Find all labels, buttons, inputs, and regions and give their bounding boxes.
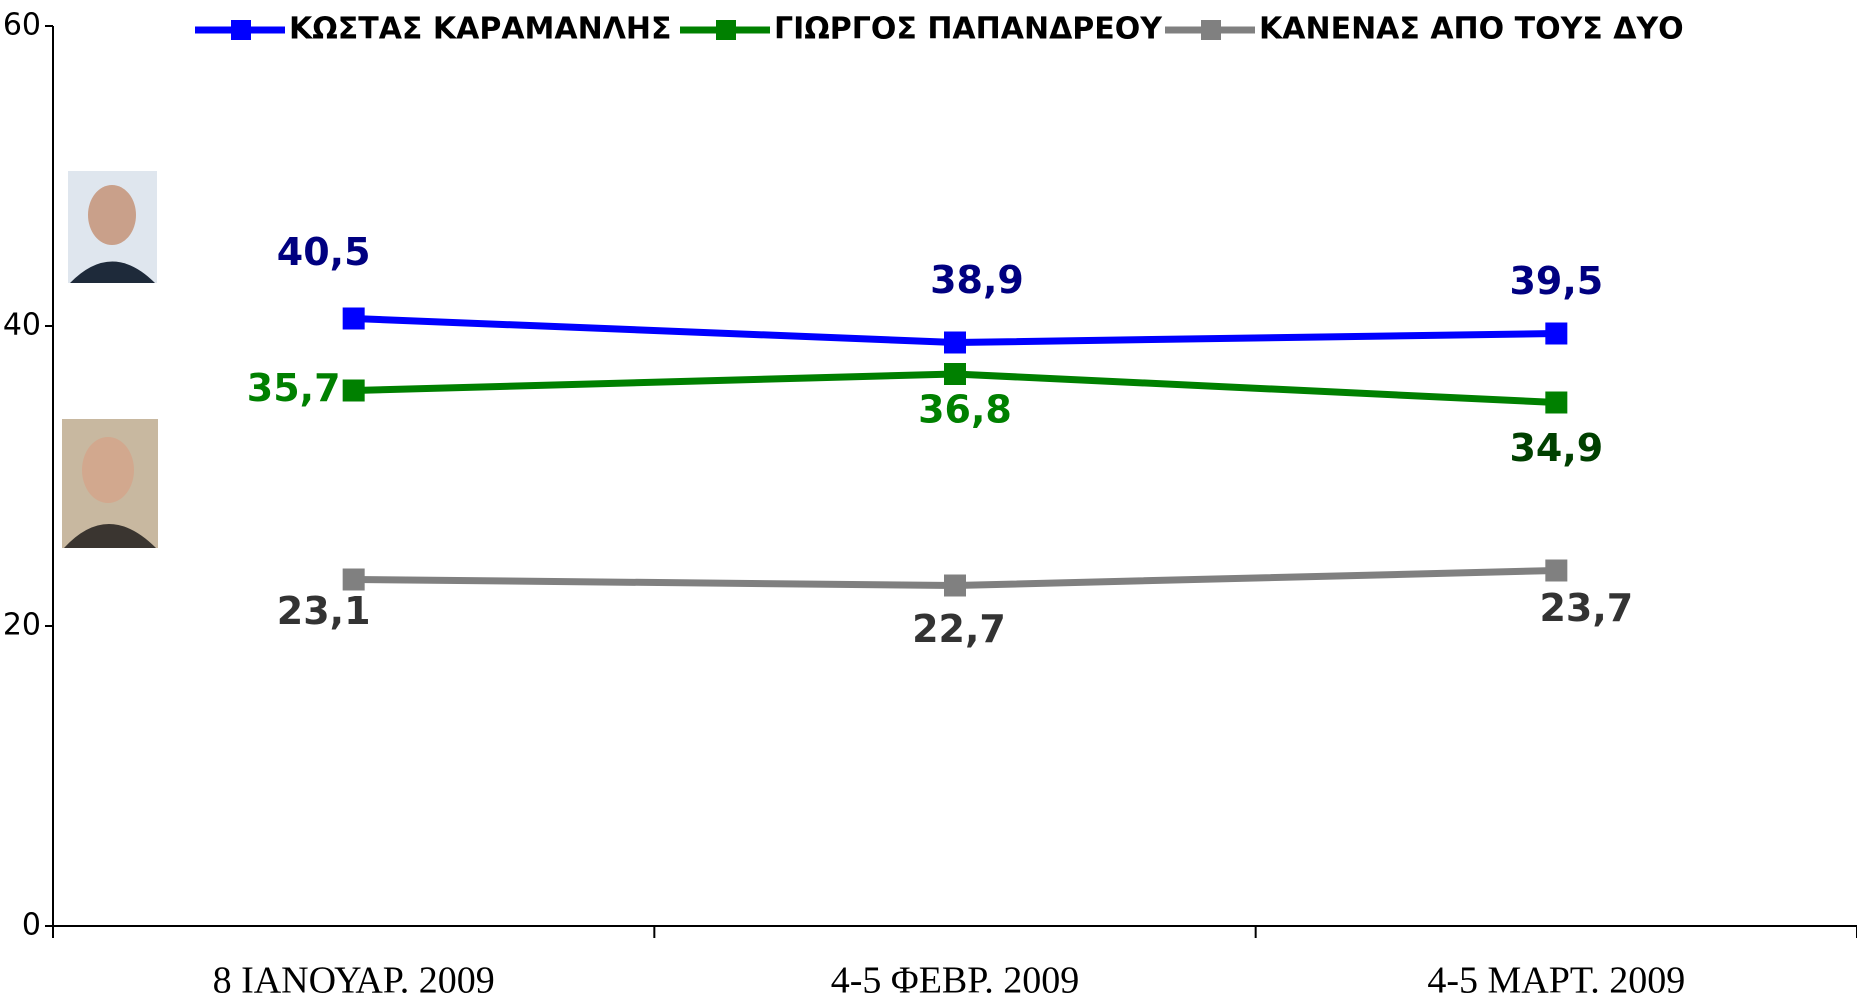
data-label: 36,8 [918, 388, 1012, 432]
marker [343, 569, 365, 591]
legend-marker [1201, 20, 1221, 40]
marker [1545, 392, 1567, 414]
marker [944, 332, 966, 354]
chart: 0 20 40 60 8 ΙΑΝΟΥΑΡ. 2009 4-5 ΦΕΒΡ. 2009 4-5 … [0, 0, 1857, 1001]
y-tick-label: 20 [3, 608, 41, 643]
data-label: 40,5 [277, 230, 371, 274]
x-tick-label: 8 ΙΑΝΟΥΑΡ. 2009 [213, 960, 495, 1001]
x-tick-label: 4-5 ΜΑΡΤ. 2009 [1427, 960, 1685, 1001]
marker [1545, 323, 1567, 345]
y-tick-label: 0 [22, 908, 41, 943]
marker [1545, 560, 1567, 582]
x-tick-label: 4-5 ΦΕΒΡ. 2009 [831, 960, 1079, 1001]
data-label: 38,9 [930, 258, 1024, 302]
data-label: 22,7 [912, 607, 1006, 651]
marker [944, 363, 966, 385]
marker [343, 308, 365, 330]
data-label: 39,5 [1509, 259, 1603, 303]
data-label: 23,1 [277, 589, 371, 633]
legend-label: ΓΙΩΡΓΟΣ ΠΑΠΑΝΔΡΕΟΥ [774, 12, 1163, 47]
y-tick-label: 40 [3, 308, 41, 343]
legend-label: ΚΑΝΕΝΑΣ ΑΠΟ ΤΟΥΣ ΔΥΟ [1259, 12, 1684, 47]
legend-label: ΚΩΣΤΑΣ ΚΑΡΑΜΑΝΛΗΣ [289, 12, 672, 47]
marker [343, 380, 365, 402]
data-label: 34,9 [1509, 426, 1603, 470]
photo-karamanlis [68, 171, 157, 283]
y-tick-label: 60 [3, 8, 41, 43]
data-label: 23,7 [1539, 586, 1633, 630]
page: {"chart_data":{"type":"line", "categorie… [0, 0, 1857, 1001]
legend-marker [716, 20, 736, 40]
photo-papandreou [62, 419, 158, 548]
legend-marker [231, 20, 251, 40]
marker [944, 575, 966, 597]
data-label: 35,7 [247, 366, 341, 410]
